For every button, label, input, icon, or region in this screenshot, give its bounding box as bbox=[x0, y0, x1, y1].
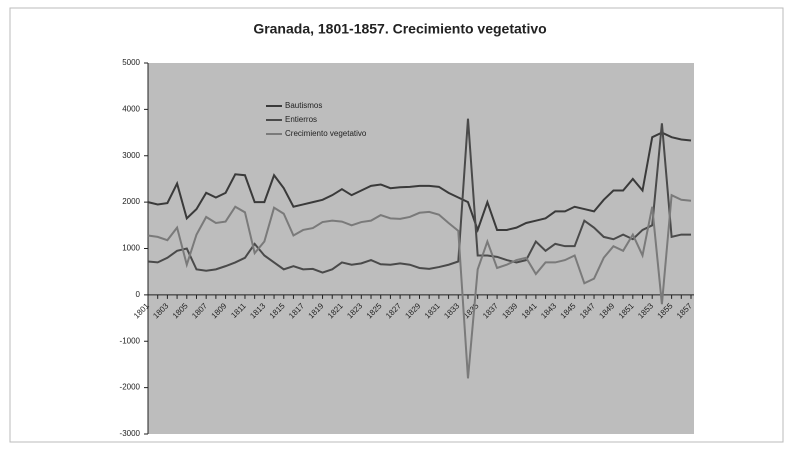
y-tick-label: -3000 bbox=[120, 429, 141, 438]
y-tick-label: -1000 bbox=[120, 336, 141, 345]
y-tick-label: 2000 bbox=[122, 197, 140, 206]
series-line bbox=[147, 131, 692, 233]
y-tick-label: 0 bbox=[136, 290, 141, 299]
legend-box bbox=[262, 98, 394, 144]
series-line bbox=[147, 193, 692, 379]
y-tick-label: 3000 bbox=[122, 151, 140, 160]
legend-label: Crecimiento vegetativo bbox=[285, 129, 367, 138]
y-tick-label: -2000 bbox=[120, 383, 141, 392]
legend-label: Bautismos bbox=[285, 101, 322, 110]
legend-label: Entierros bbox=[285, 115, 317, 124]
series-line bbox=[147, 118, 691, 274]
y-tick-label: 1000 bbox=[122, 244, 140, 253]
chart-title: Granada, 1801-1857. Crecimiento vegetati… bbox=[253, 21, 546, 37]
y-tick-label: 5000 bbox=[122, 58, 140, 67]
y-tick-label: 4000 bbox=[122, 104, 140, 113]
plot-area bbox=[148, 63, 694, 434]
